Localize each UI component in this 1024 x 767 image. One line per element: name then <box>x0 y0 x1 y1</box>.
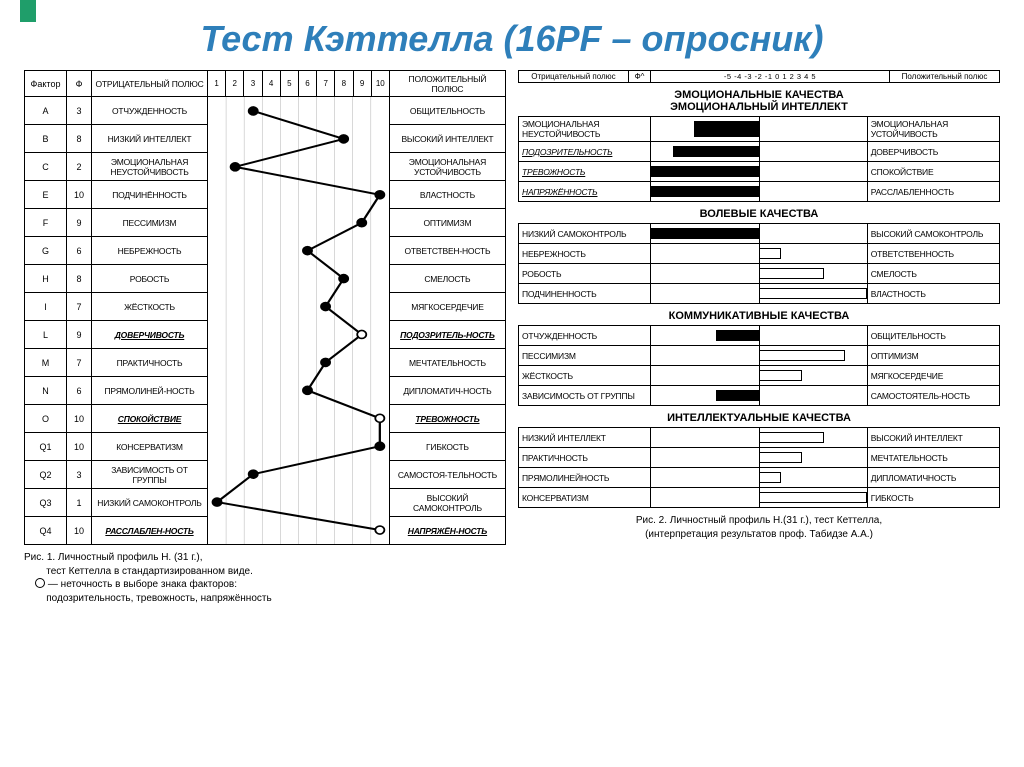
bar-row: НАПРЯЖЁННОСТЬ РАССЛАБЛЕННОСТЬ <box>519 182 1000 202</box>
section-title: ИНТЕЛЛЕКТУАЛЬНЫЕ КАЧЕСТВА <box>518 412 1000 424</box>
bar-table: ОТЧУЖДЕННОСТЬ ОБЩИТЕЛЬНОСТЬ ПЕССИМИЗМ ОП… <box>518 325 1000 406</box>
th-phi: Ф <box>66 71 91 97</box>
left-panel: Фактор Ф Отрицательный полюс 1 2 3 4 5 6… <box>24 70 506 605</box>
th-scale: 1 <box>208 71 226 97</box>
section-title: ЭМОЦИОНАЛЬНЫЕ КАЧЕСТВАЭМОЦИОНАЛЬНЫЙ ИНТЕ… <box>518 89 1000 113</box>
bar-row: ПЕССИМИЗМ ОПТИМИЗМ <box>519 346 1000 366</box>
right-header: Отрицательный полюс Ф^ -5 -4 -3 -2 -1 0 … <box>518 70 1000 83</box>
bar-row: КОНСЕРВАТИЗМ ГИБКОСТЬ <box>519 488 1000 508</box>
bar-row: НИЗКИЙ САМОКОНТРОЛЬ ВЫСОКИЙ САМОКОНТРОЛЬ <box>519 224 1000 244</box>
left-caption: Рис. 1. Личностный профиль Н. (31 г.), т… <box>24 551 506 605</box>
bar-row: ЭМОЦИОНАЛЬНАЯ НЕУСТОЙЧИВОСТЬ ЭМОЦИОНАЛЬН… <box>519 117 1000 142</box>
th-pos: Положительный полюс <box>389 71 505 97</box>
bar-row: ПОДЧИНЕННОСТЬ ВЛАСТНОСТЬ <box>519 284 1000 304</box>
header-row: Фактор Ф Отрицательный полюс 1 2 3 4 5 6… <box>25 71 506 97</box>
bar-row: ПОДОЗРИТЕЛЬНОСТЬ ДОВЕРЧИВОСТЬ <box>519 142 1000 162</box>
bar-row: ПРАКТИЧНОСТЬ МЕЧТАТЕЛЬНОСТЬ <box>519 448 1000 468</box>
section-title: ВОЛЕВЫЕ КАЧЕСТВА <box>518 208 1000 220</box>
panels: Фактор Ф Отрицательный полюс 1 2 3 4 5 6… <box>0 70 1024 605</box>
bar-row: ПРЯМОЛИНЕЙНОСТЬ ДИПЛОМАТИЧНОСТЬ <box>519 468 1000 488</box>
open-circle-icon <box>35 578 45 588</box>
bar-row: ОТЧУЖДЕННОСТЬ ОБЩИТЕЛЬНОСТЬ <box>519 326 1000 346</box>
th-factor: Фактор <box>25 71 67 97</box>
bar-table: ЭМОЦИОНАЛЬНАЯ НЕУСТОЙЧИВОСТЬ ЭМОЦИОНАЛЬН… <box>518 116 1000 202</box>
table-row: A 3 ОТЧУЖДЕННОСТЬ ОБЩИТЕЛЬНОСТЬ <box>25 97 506 125</box>
bar-table: НИЗКИЙ ИНТЕЛЛЕКТ ВЫСОКИЙ ИНТЕЛЛЕКТ ПРАКТ… <box>518 427 1000 508</box>
th-neg: Отрицательный полюс <box>92 71 208 97</box>
right-caption: Рис. 2. Личностный профиль Н.(31 г.), те… <box>518 514 1000 541</box>
profile-table: Фактор Ф Отрицательный полюс 1 2 3 4 5 6… <box>24 70 506 545</box>
scale-cell: -5 -4 -3 -2 -1 0 1 2 3 4 5 <box>651 71 890 83</box>
bar-row: ЖЁСТКОСТЬ МЯГКОСЕРДЕЧИЕ <box>519 366 1000 386</box>
bar-row: РОБОСТЬ СМЕЛОСТЬ <box>519 264 1000 284</box>
right-panel: Отрицательный полюс Ф^ -5 -4 -3 -2 -1 0 … <box>518 70 1000 605</box>
page-title: Тест Кэттелла (16PF – опросник) <box>0 0 1024 70</box>
bar-row: ТРЕВОЖНОСТЬ СПОКОЙСТВИЕ <box>519 162 1000 182</box>
bar-row: НИЗКИЙ ИНТЕЛЛЕКТ ВЫСОКИЙ ИНТЕЛЛЕКТ <box>519 428 1000 448</box>
bar-row: НЕБРЕЖНОСТЬ ОТВЕТСТВЕННОСТЬ <box>519 244 1000 264</box>
section-title: КОММУНИКАТИВНЫЕ КАЧЕСТВА <box>518 310 1000 322</box>
bar-row: ЗАВИСИМОСТЬ ОТ ГРУППЫ САМОСТОЯТЕЛЬ-НОСТЬ <box>519 386 1000 406</box>
accent-bar <box>20 0 36 22</box>
bar-table: НИЗКИЙ САМОКОНТРОЛЬ ВЫСОКИЙ САМОКОНТРОЛЬ… <box>518 223 1000 304</box>
